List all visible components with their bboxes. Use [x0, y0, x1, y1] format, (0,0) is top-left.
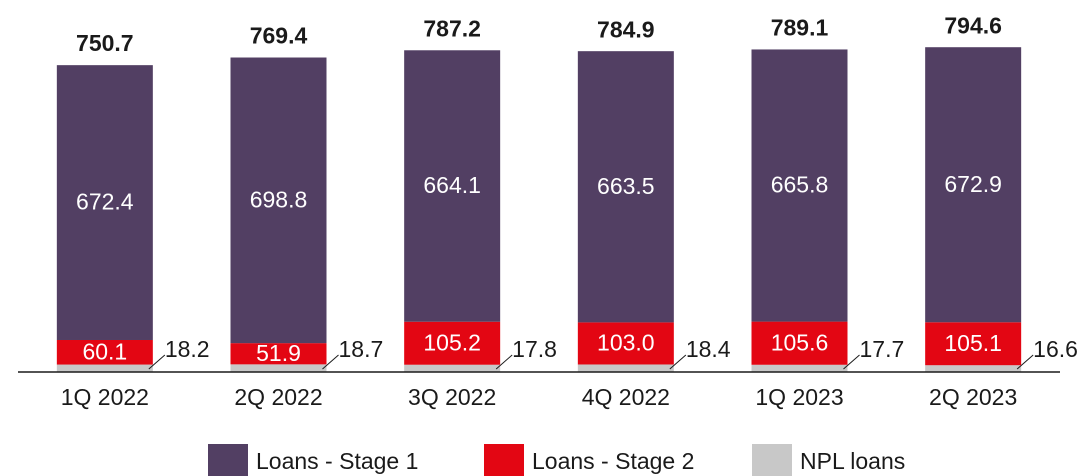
- data-label: 18.2: [165, 336, 210, 362]
- legend-swatch: [484, 444, 524, 476]
- total-label: 789.1: [771, 15, 829, 41]
- bar-segment: [577, 364, 674, 372]
- total-label: 769.4: [250, 23, 308, 49]
- bar-segment: [404, 364, 501, 372]
- data-label: 103.0: [597, 330, 655, 356]
- bar-segment: [577, 322, 674, 365]
- data-label: 663.5: [597, 173, 655, 199]
- bar-segment: [925, 322, 1022, 366]
- x-tick-label: 3Q 2022: [408, 384, 496, 410]
- legend-label: Loans - Stage 2: [532, 448, 694, 474]
- x-tick-label: 2Q 2023: [929, 384, 1017, 410]
- data-label: 17.8: [512, 336, 557, 362]
- bar-segment: [577, 51, 674, 323]
- bar-segment: [751, 364, 848, 372]
- total-label: 787.2: [423, 15, 481, 41]
- legend-label: NPL loans: [800, 448, 905, 474]
- bar-segment: [56, 364, 153, 372]
- data-label: 105.1: [944, 330, 1002, 356]
- x-tick-label: 4Q 2022: [582, 384, 670, 410]
- bar-segment: [56, 339, 153, 365]
- bar-segment: [925, 47, 1022, 323]
- data-label: 665.8: [771, 172, 829, 198]
- bar-segment: [751, 49, 848, 322]
- bar-segment: [230, 364, 327, 372]
- bar-segment: [404, 50, 501, 322]
- leader-line: [148, 354, 166, 370]
- data-label: 60.1: [82, 338, 127, 364]
- bar-segment: [230, 57, 327, 344]
- leader-line: [495, 354, 513, 370]
- data-label: 105.2: [423, 329, 481, 355]
- data-label: 698.8: [250, 186, 308, 212]
- x-tick-label: 2Q 2022: [234, 384, 322, 410]
- legend-swatch: [752, 444, 792, 476]
- bar-segment: [404, 321, 501, 365]
- leader-line: [669, 354, 687, 370]
- leader-line: [1016, 354, 1034, 370]
- data-label: 51.9: [256, 340, 301, 366]
- data-label: 16.6: [1033, 336, 1078, 362]
- bar-segment: [751, 321, 848, 365]
- leader-line: [843, 354, 860, 370]
- data-label: 18.4: [686, 336, 731, 362]
- data-label: 672.9: [944, 171, 1002, 197]
- bar-segment: [230, 343, 327, 365]
- leader-line: [322, 354, 339, 370]
- data-label: 105.6: [771, 329, 829, 355]
- total-label: 750.7: [76, 30, 134, 56]
- x-tick-label: 1Q 2023: [755, 384, 843, 410]
- total-label: 794.6: [944, 12, 1002, 38]
- bar-segment: [56, 65, 153, 340]
- total-label: 784.9: [597, 16, 655, 42]
- x-tick-label: 1Q 2022: [61, 384, 149, 410]
- data-label: 664.1: [423, 172, 481, 198]
- bar-segment: [925, 365, 1022, 372]
- data-label: 17.7: [860, 336, 905, 362]
- legend-swatch: [208, 444, 248, 476]
- legend-label: Loans - Stage 1: [256, 448, 418, 474]
- data-label: 672.4: [76, 189, 134, 215]
- data-label: 18.7: [339, 336, 384, 362]
